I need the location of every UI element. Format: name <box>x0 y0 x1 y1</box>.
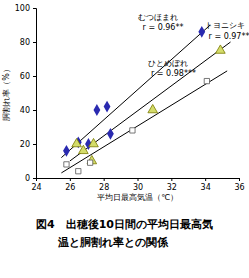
annotation: r = 0.98*** <box>151 69 196 78</box>
y-tick-mark <box>33 144 36 145</box>
y-axis-title: 胴割れ率（%） <box>2 65 11 121</box>
x-tick: 32 <box>167 178 177 192</box>
title: 温と胴割れ率との関係 <box>57 236 169 249</box>
x-axis-line <box>37 179 240 182</box>
point <box>94 104 101 116</box>
annotation: むつほまれ <box>138 13 178 22</box>
point <box>104 101 111 113</box>
y-tick-label: 20 <box>20 140 30 149</box>
x-tick: 24 <box>31 178 41 192</box>
y-axis: 0 20 40 60 80 100 <box>15 4 37 183</box>
x-tick: 34 <box>201 178 211 192</box>
y-tick-mark <box>33 110 36 111</box>
point <box>107 128 114 140</box>
x-axis: 24 26 28 30 32 34 36 <box>31 178 244 192</box>
y-tick: 60 <box>20 72 36 81</box>
x-tick-mark <box>171 178 172 181</box>
y-tick-label: 40 <box>20 106 30 115</box>
point <box>64 162 69 167</box>
x-tick-mark <box>239 178 240 181</box>
point <box>198 26 205 38</box>
x-tick: 30 <box>133 178 143 192</box>
y-axis-line <box>33 9 37 179</box>
x-tick-label: 24 <box>31 183 41 192</box>
y-tick-label: 60 <box>20 72 30 81</box>
point <box>79 145 89 153</box>
x-tick-mark <box>104 178 105 181</box>
annotation: トヨニシキ <box>205 21 245 30</box>
x-tick: 26 <box>65 178 75 192</box>
x-tick-label: 32 <box>167 183 177 192</box>
y-tick: 100 <box>15 4 36 13</box>
y-tick-mark <box>33 42 36 43</box>
y-tick-mark <box>33 178 36 179</box>
y-tick: 80 <box>20 38 36 47</box>
point <box>87 160 92 165</box>
point <box>76 169 81 174</box>
y-tick: 0 <box>25 174 36 183</box>
fit-line <box>61 25 210 158</box>
point <box>63 145 70 157</box>
x-tick-mark <box>70 178 71 181</box>
chart: 24 26 28 30 32 34 36 0 20 40 60 80 100 むつほまれr = 0.96*… <box>0 0 249 278</box>
x-axis-title: 平均日最高気温（℃） <box>97 193 178 202</box>
point <box>204 78 209 83</box>
y-tick-label: 80 <box>20 38 30 47</box>
x-tick-label: 30 <box>133 183 143 192</box>
point <box>130 128 135 133</box>
point <box>89 138 99 146</box>
annotation: r = 0.97** <box>209 32 249 41</box>
title: 図4 出穂後10日間の平均日最高気 <box>36 218 213 231</box>
point <box>216 45 226 53</box>
y-tick-label: 0 <box>25 174 30 183</box>
fit-line <box>70 42 231 161</box>
x-tick-mark <box>138 178 139 181</box>
x-tick-label: 28 <box>99 183 109 192</box>
x-tick: 28 <box>99 178 109 192</box>
x-tick-label: 34 <box>201 183 211 192</box>
point <box>148 104 158 112</box>
fit-line <box>61 71 227 173</box>
point <box>72 138 82 146</box>
x-tick-label: 36 <box>234 183 244 192</box>
annotation: ひとめぼれ <box>148 59 188 68</box>
x-tick: 36 <box>234 178 244 192</box>
annotation: r = 0.96** <box>143 23 184 32</box>
plot <box>61 25 230 174</box>
x-tick-label: 26 <box>65 183 75 192</box>
x-tick-mark <box>205 178 206 181</box>
y-tick-mark <box>33 8 36 9</box>
y-tick-label: 100 <box>15 4 30 13</box>
y-tick-mark <box>33 76 36 77</box>
y-tick: 40 <box>20 106 36 115</box>
y-tick: 20 <box>20 140 36 149</box>
